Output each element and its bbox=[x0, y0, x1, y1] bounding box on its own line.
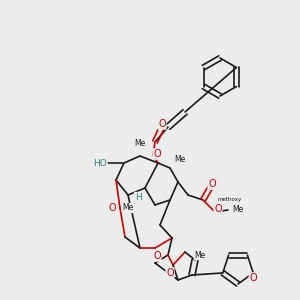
Text: O: O bbox=[249, 273, 257, 283]
Text: Me: Me bbox=[232, 206, 244, 214]
Text: Me: Me bbox=[194, 250, 206, 260]
Text: O: O bbox=[153, 251, 161, 261]
Text: O: O bbox=[158, 119, 166, 129]
Text: HO: HO bbox=[93, 158, 107, 167]
Text: Me: Me bbox=[134, 140, 146, 148]
Text: O: O bbox=[214, 204, 222, 214]
Text: Me: Me bbox=[122, 203, 134, 212]
Text: H: H bbox=[135, 193, 141, 202]
Text: O: O bbox=[108, 203, 116, 213]
Text: O: O bbox=[166, 268, 174, 278]
Text: O: O bbox=[153, 149, 161, 159]
Text: methoxy: methoxy bbox=[218, 197, 242, 202]
Text: Me: Me bbox=[174, 155, 186, 164]
Text: O: O bbox=[208, 179, 216, 189]
